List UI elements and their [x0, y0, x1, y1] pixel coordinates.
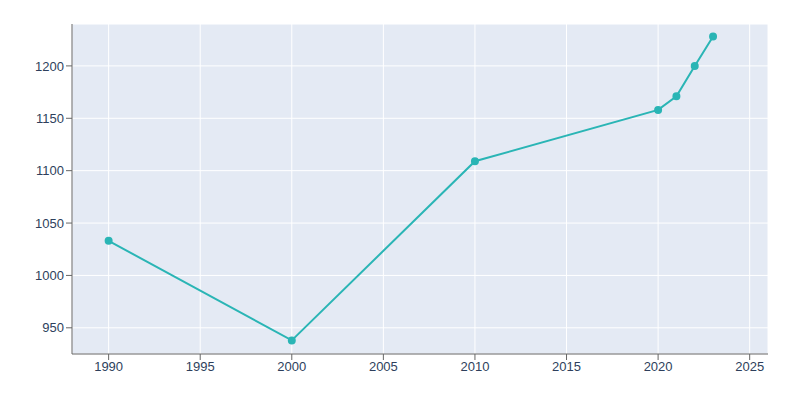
svg-text:2015: 2015 — [552, 359, 581, 374]
svg-text:1000: 1000 — [35, 268, 64, 283]
svg-text:1995: 1995 — [186, 359, 215, 374]
svg-text:1150: 1150 — [36, 111, 64, 126]
svg-text:2005: 2005 — [369, 359, 398, 374]
svg-text:1050: 1050 — [35, 216, 64, 231]
svg-text:2025: 2025 — [735, 359, 764, 374]
svg-text:2020: 2020 — [644, 359, 673, 374]
svg-text:1200: 1200 — [35, 59, 64, 74]
svg-text:1990: 1990 — [94, 359, 123, 374]
svg-text:1100: 1100 — [36, 163, 64, 178]
svg-text:950: 950 — [42, 320, 64, 335]
svg-text:2010: 2010 — [460, 359, 489, 374]
svg-text:2000: 2000 — [277, 359, 306, 374]
